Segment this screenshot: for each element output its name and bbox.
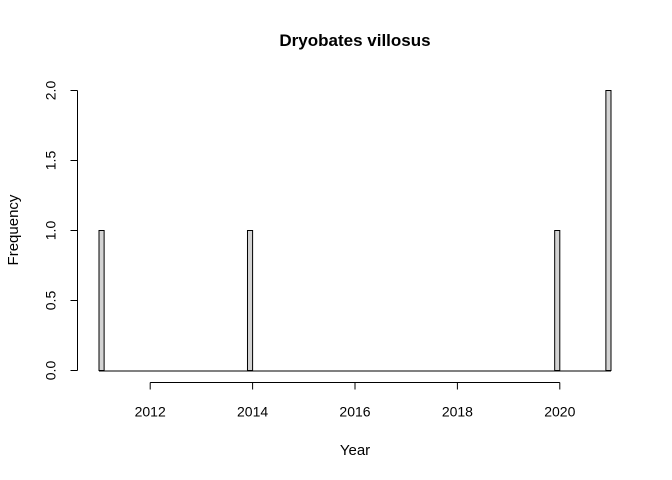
y-axis-title: Frequency <box>5 194 22 265</box>
x-tick-label: 2014 <box>237 404 268 420</box>
histogram-bar-3 <box>554 230 561 371</box>
x-tick-label: 2012 <box>135 404 166 420</box>
y-tick-label: 1.0 <box>43 221 59 241</box>
histogram-bars <box>98 90 612 371</box>
y-tick-label: 0.0 <box>43 361 59 381</box>
x-tick-label: 2020 <box>544 404 575 420</box>
chart-title: Dryobates villosus <box>279 31 430 50</box>
y-axis: 0.0 0.5 1.0 1.5 2.0 <box>43 81 78 381</box>
y-tick-label: 0.5 <box>43 291 59 311</box>
histogram-bar-4 <box>605 90 612 371</box>
histogram-bar-1 <box>98 230 105 371</box>
x-tick-label: 2018 <box>442 404 473 420</box>
x-axis: 2012 2014 2016 2018 2020 <box>135 382 576 420</box>
y-tick-label: 2.0 <box>43 81 59 101</box>
x-axis-title: Year <box>340 442 370 459</box>
x-tick-label: 2016 <box>339 404 370 420</box>
histogram-bar-2 <box>246 230 254 371</box>
y-tick-label: 1.5 <box>43 151 59 171</box>
